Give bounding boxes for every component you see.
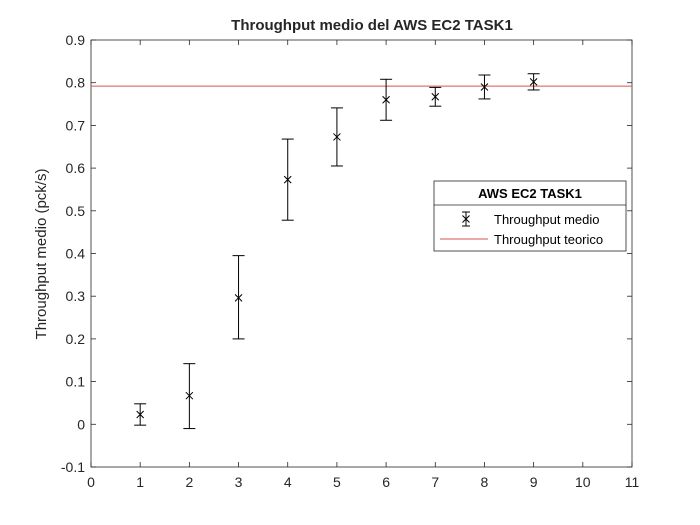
x-marker — [283, 175, 292, 184]
x-marker — [333, 133, 341, 141]
y-tick-label: 0 — [77, 416, 85, 432]
legend: AWS EC2 TASK1 Throughput medio Throughput … — [433, 180, 627, 252]
x-tick-label: 10 — [575, 474, 591, 490]
x-tick-label: 3 — [235, 474, 243, 490]
axes-box — [90, 39, 633, 468]
y-tick-label: 0.6 — [66, 160, 86, 176]
y-tick-label: 0.7 — [66, 117, 86, 133]
y-tick-label: 0.4 — [66, 246, 86, 262]
x-tick-label: 9 — [530, 474, 538, 490]
data-point — [232, 255, 245, 340]
y-tick-label: 0.8 — [66, 75, 86, 91]
data-point — [429, 86, 442, 107]
x-marker — [382, 95, 390, 104]
x-marker — [234, 294, 243, 302]
x-tick-label: 1 — [136, 474, 144, 490]
y-tick-label: -0.1 — [61, 459, 85, 475]
x-marker — [185, 391, 194, 400]
legend-title: AWS EC2 TASK1 — [478, 186, 582, 201]
x-marker — [136, 410, 145, 419]
y-tick-label: 0.9 — [66, 32, 86, 48]
x-marker — [529, 77, 538, 86]
legend-label-measured: Throughput medio — [494, 212, 600, 227]
data-point — [478, 74, 491, 100]
y-tick-label: 0.1 — [66, 374, 86, 390]
chart-title: Throughput medio del AWS EC2 TASK1 — [231, 17, 513, 34]
data-point — [527, 73, 540, 91]
data-point — [134, 403, 147, 426]
data-point — [380, 78, 393, 121]
legend-x-marker — [462, 215, 470, 223]
data-point — [330, 107, 343, 167]
y-tick-label: 0.3 — [66, 288, 86, 304]
legend-label-theoretical: Throughput teorico — [494, 232, 603, 247]
y-axis-label: Throughput medio (pck/s) — [33, 169, 50, 340]
data-point — [281, 138, 294, 221]
x-tick-label: 4 — [284, 474, 292, 490]
x-marker — [480, 83, 489, 91]
x-tick-label: 6 — [382, 474, 390, 490]
plot-area: 0 1 2 3 4 5 6 7 8 9 10 11-0.100.10.20.30.40.50.60.7… — [61, 32, 640, 490]
x-tick-label: 0 — [87, 474, 95, 490]
y-tick-label: 0.2 — [66, 331, 86, 347]
x-tick-label: 11 — [625, 474, 640, 490]
x-tick-label: 2 — [185, 474, 193, 490]
data-point — [183, 363, 196, 430]
x-tick-label: 7 — [431, 474, 439, 490]
y-tick-label: 0.5 — [66, 203, 86, 219]
x-tick-label: 8 — [481, 474, 489, 490]
x-marker — [431, 92, 440, 101]
x-tick-label: 5 — [333, 474, 341, 490]
